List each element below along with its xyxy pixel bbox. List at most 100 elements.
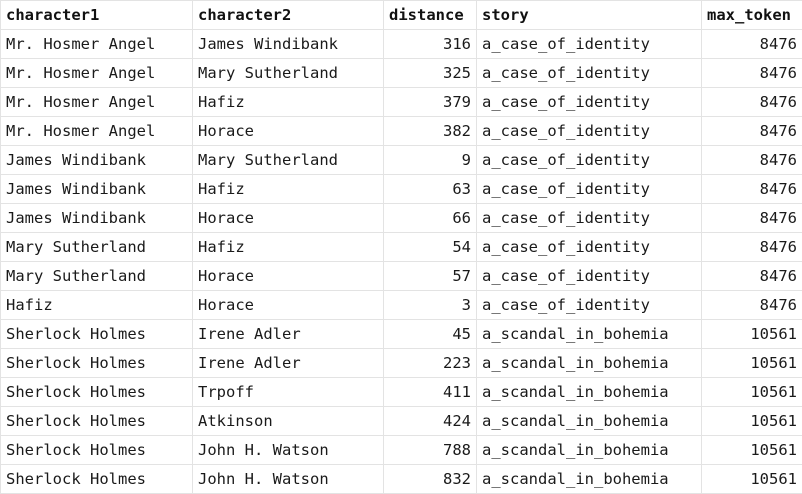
cell-max-token[interactable]: 10561: [702, 349, 802, 378]
cell-distance[interactable]: 382: [384, 117, 477, 146]
cell-character2[interactable]: Irene Adler: [193, 320, 384, 349]
cell-character2[interactable]: Hafiz: [193, 175, 384, 204]
cell-character1[interactable]: Sherlock Holmes: [1, 465, 193, 494]
cell-character1[interactable]: James Windibank: [1, 204, 193, 233]
cell-character2[interactable]: Atkinson: [193, 407, 384, 436]
cell-distance[interactable]: 832: [384, 465, 477, 494]
cell-max-token[interactable]: 10561: [702, 465, 802, 494]
cell-character1[interactable]: Sherlock Holmes: [1, 320, 193, 349]
cell-max-token[interactable]: 8476: [702, 204, 802, 233]
cell-character1[interactable]: Mr. Hosmer Angel: [1, 117, 193, 146]
cell-max-token[interactable]: 8476: [702, 262, 802, 291]
cell-story[interactable]: a_case_of_identity: [477, 204, 702, 233]
cell-distance[interactable]: 788: [384, 436, 477, 465]
cell-distance[interactable]: 316: [384, 30, 477, 59]
cell-character1[interactable]: Mr. Hosmer Angel: [1, 30, 193, 59]
cell-max-token[interactable]: 8476: [702, 146, 802, 175]
cell-distance[interactable]: 411: [384, 378, 477, 407]
cell-character2[interactable]: Mary Sutherland: [193, 146, 384, 175]
cell-max-token[interactable]: 8476: [702, 117, 802, 146]
cell-story[interactable]: a_scandal_in_bohemia: [477, 436, 702, 465]
cell-max-token[interactable]: 8476: [702, 88, 802, 117]
column-header-max-token[interactable]: max_token: [702, 1, 802, 30]
cell-story[interactable]: a_case_of_identity: [477, 146, 702, 175]
cell-max-token[interactable]: 10561: [702, 320, 802, 349]
cell-character2[interactable]: John H. Watson: [193, 436, 384, 465]
cell-character2[interactable]: Mary Sutherland: [193, 59, 384, 88]
cell-max-token[interactable]: 10561: [702, 436, 802, 465]
cell-distance[interactable]: 57: [384, 262, 477, 291]
cell-character2[interactable]: James Windibank: [193, 30, 384, 59]
column-header-character2[interactable]: character2: [193, 1, 384, 30]
cell-max-token[interactable]: 8476: [702, 291, 802, 320]
cell-character2[interactable]: Horace: [193, 117, 384, 146]
cell-story[interactable]: a_case_of_identity: [477, 117, 702, 146]
cell-character1[interactable]: James Windibank: [1, 175, 193, 204]
cell-max-token[interactable]: 8476: [702, 30, 802, 59]
cell-distance[interactable]: 325: [384, 59, 477, 88]
cell-story[interactable]: a_case_of_identity: [477, 262, 702, 291]
cell-max-token[interactable]: 8476: [702, 59, 802, 88]
cell-story[interactable]: a_case_of_identity: [477, 30, 702, 59]
cell-story[interactable]: a_scandal_in_bohemia: [477, 320, 702, 349]
cell-distance[interactable]: 66: [384, 204, 477, 233]
cell-character2[interactable]: Hafiz: [193, 88, 384, 117]
cell-story[interactable]: a_scandal_in_bohemia: [477, 349, 702, 378]
cell-story[interactable]: a_case_of_identity: [477, 291, 702, 320]
cell-distance[interactable]: 63: [384, 175, 477, 204]
column-header-character1[interactable]: character1: [1, 1, 193, 30]
cell-character2[interactable]: John H. Watson: [193, 465, 384, 494]
cell-story[interactable]: a_scandal_in_bohemia: [477, 407, 702, 436]
cell-distance[interactable]: 424: [384, 407, 477, 436]
cell-story[interactable]: a_case_of_identity: [477, 59, 702, 88]
cell-max-token[interactable]: 10561: [702, 407, 802, 436]
cell-character1[interactable]: Mr. Hosmer Angel: [1, 59, 193, 88]
cell-story[interactable]: a_case_of_identity: [477, 233, 702, 262]
cell-character1[interactable]: Mary Sutherland: [1, 233, 193, 262]
cell-character2[interactable]: Horace: [193, 204, 384, 233]
cell-character1[interactable]: Mr. Hosmer Angel: [1, 88, 193, 117]
cell-distance[interactable]: 54: [384, 233, 477, 262]
column-header-distance[interactable]: distance: [384, 1, 477, 30]
cell-character1[interactable]: Sherlock Holmes: [1, 349, 193, 378]
cell-max-token[interactable]: 8476: [702, 233, 802, 262]
cell-character1[interactable]: Mary Sutherland: [1, 262, 193, 291]
cell-character1[interactable]: James Windibank: [1, 146, 193, 175]
cell-distance[interactable]: 9: [384, 146, 477, 175]
cell-character2[interactable]: Hafiz: [193, 233, 384, 262]
cell-distance[interactable]: 379: [384, 88, 477, 117]
cell-character1[interactable]: Hafiz: [1, 291, 193, 320]
cell-distance[interactable]: 223: [384, 349, 477, 378]
cell-character1[interactable]: Sherlock Holmes: [1, 436, 193, 465]
cell-story[interactable]: a_scandal_in_bohemia: [477, 465, 702, 494]
cell-story[interactable]: a_case_of_identity: [477, 175, 702, 204]
cell-character2[interactable]: Horace: [193, 291, 384, 320]
cell-character2[interactable]: Trpoff: [193, 378, 384, 407]
cell-distance[interactable]: 45: [384, 320, 477, 349]
cell-max-token[interactable]: 10561: [702, 378, 802, 407]
cell-distance[interactable]: 3: [384, 291, 477, 320]
cell-character1[interactable]: Sherlock Holmes: [1, 378, 193, 407]
cell-character2[interactable]: Horace: [193, 262, 384, 291]
cell-character1[interactable]: Sherlock Holmes: [1, 407, 193, 436]
cell-character2[interactable]: Irene Adler: [193, 349, 384, 378]
column-header-story[interactable]: story: [477, 1, 702, 30]
cell-story[interactable]: a_scandal_in_bohemia: [477, 378, 702, 407]
cell-story[interactable]: a_case_of_identity: [477, 88, 702, 117]
